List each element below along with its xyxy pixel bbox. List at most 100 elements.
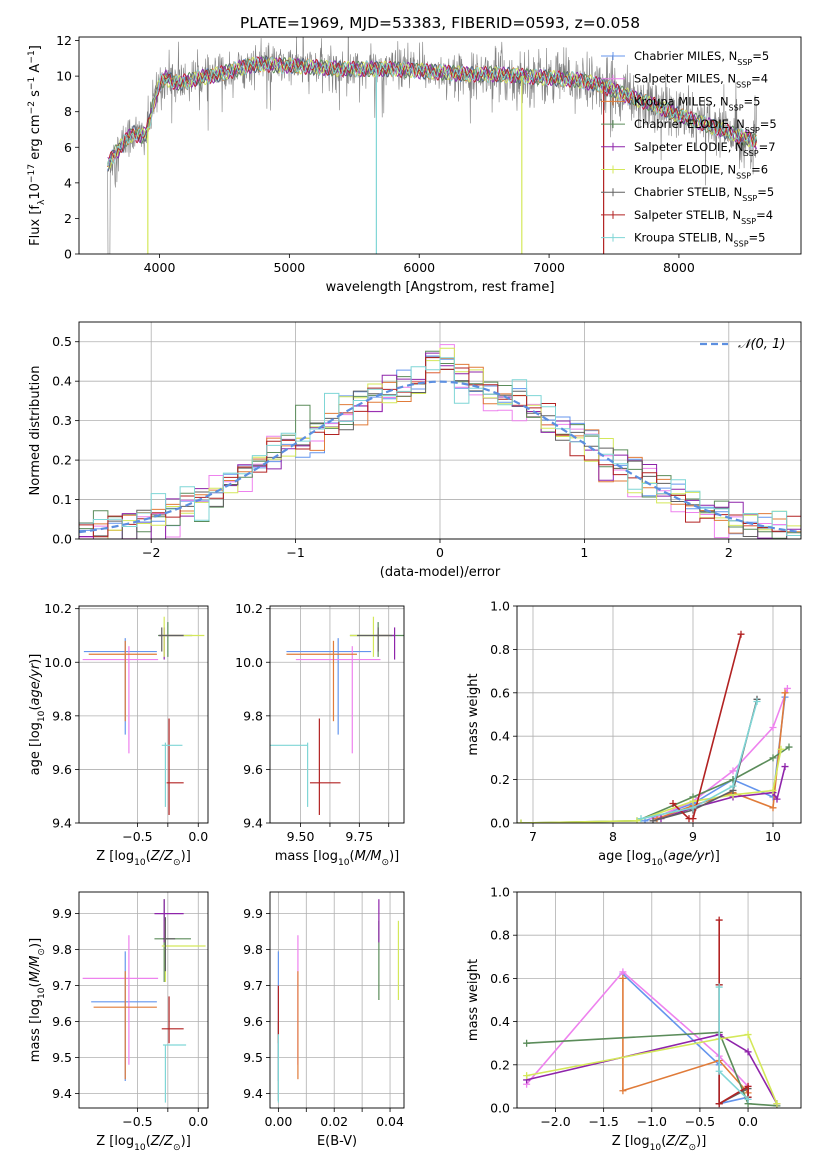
x-axis-label: wavelength [Angstrom, rest frame] [326,280,555,295]
series-marker [517,819,525,823]
axes: 7 8 9 10 0.0 0.2 0.4 0.6 0.8 1.0 age [log10(age/yr… [466,599,802,868]
legend-entry: Kroupa STELIB, NSSP=5 [634,231,765,249]
y-tick-label: 9.4 [243,1086,263,1101]
legend-entry: Kroupa MILES, NSSP=5 [634,94,760,112]
y-tick-label: 10.2 [44,601,72,616]
errorbar-point [270,742,309,807]
y-tick-label: 1.0 [490,599,510,614]
y-tick-label: 10.0 [235,655,263,670]
legend-entry: Kroupa ELODIE, NSSP=6 [634,163,768,181]
axes: 0.00 0.02 0.04 9.4 9.5 9.6 9.7 9.8 9.9 E(B-V) [243,891,405,1149]
series-marker [783,684,791,692]
series-marker [649,817,657,823]
residuals-legend: 𝒩(0, 1) [700,337,785,352]
plot-area [79,344,801,539]
series-marker [777,745,785,753]
errorbar-point [162,1044,187,1103]
errorbar-point [91,951,157,1081]
x-axis-label: Z [log10(Z/Z⊙)] [96,849,191,868]
errorbar-point [286,640,357,722]
y-tick-label: 9.8 [52,942,72,957]
y-tick-label: 0.3 [52,413,72,428]
errorbar-point [88,640,157,722]
x-tick-label: 8000 [663,260,695,275]
y-tick-label: 8 [64,104,72,119]
y-tick-label: 9.4 [243,816,263,831]
series-marker [619,974,627,982]
errorbar-point [166,718,184,815]
series-line [526,1031,777,1107]
errorbar-point [154,899,191,982]
x-axis-label: (data-model)/error [380,565,501,580]
errorbar-point [160,616,205,657]
plot-area [107,37,758,254]
x-tick-label: 2 [725,545,733,560]
axes-frame [516,891,802,1109]
y-axis-label: mass weight [466,959,481,1041]
y-axis-label: mass [log10(M/M⊙)] [28,938,47,1062]
y-tick-label: 9.8 [243,708,263,723]
series-marker [637,815,645,823]
errorbar-point [161,996,184,1044]
residual-histogram-8 [79,357,801,536]
gaussian-curve [79,380,801,534]
legend-entry: Chabrier MILES, NSSP=5 [634,49,769,67]
x-tick-label: −0.5 [122,1114,152,1129]
errorbar-point [286,638,372,735]
x-tick-label: −0.5 [685,1114,715,1129]
axes-frame [269,605,405,824]
y-tick-label: 9.6 [243,1014,263,1029]
massweight-series-8 [637,697,761,823]
y-tick-label: 2 [64,211,72,226]
y-tick-label: 10.2 [235,601,263,616]
model-spectrum-5 [107,56,757,169]
series-marker [737,630,745,638]
errorbar-point [309,718,341,815]
y-tick-label: 0.4 [52,374,72,389]
y-tick-label: 9.4 [52,1086,72,1101]
plot-area [517,630,793,823]
errorbar-point [154,899,184,943]
series-marker [773,1100,781,1108]
y-tick-label: 9.7 [52,978,72,993]
massweight-vs-age-panel: 7 8 9 10 0.0 0.2 0.4 0.6 0.8 1.0 age [log10(age/yr… [466,599,802,868]
x-tick-label: 10 [765,829,781,844]
figure-title: PLATE=1969, MJD=53383, FIBERID=0593, z=0… [240,14,640,32]
y-tick-label: 9.6 [243,762,263,777]
x-tick-label: 4000 [144,260,176,275]
errorbar-point [295,646,381,754]
y-tick-label: 0.2 [52,453,72,468]
legend-entry: Salpeter MILES, NSSP=4 [634,72,768,90]
series-marker [715,916,723,924]
y-tick-label: 0.8 [490,642,510,657]
errorbar-point [159,627,184,660]
series-marker [523,1072,531,1080]
grid [517,891,801,1109]
y-tick-label: 0.0 [52,532,72,547]
massweight-series-2 [619,974,752,1097]
y-tick-label: 9.5 [52,1050,72,1065]
x-tick-label: −2 [142,545,160,560]
x-tick-label: 5000 [273,260,305,275]
axes: −0.5 0.0 9.4 9.5 9.6 9.7 9.8 9.9 Z [log10(Z/Z⊙)]… [28,891,209,1153]
x-axis-label: Z [log10(Z/Z⊙)] [612,1134,707,1153]
series-marker [689,804,697,812]
series-line [520,749,782,823]
series-line [622,978,749,1094]
y-tick-label: 0.6 [490,971,510,986]
y-tick-label: 0.4 [490,729,510,744]
errorbar-point [161,742,183,807]
y-tick-label: 10.0 [44,655,72,670]
massweight-series-7 [715,916,752,1108]
x-axis-label: E(B-V) [317,1134,357,1149]
massweight-series-5 [517,745,785,823]
y-tick-label: 9.8 [52,708,72,723]
y-axis-label: Normed distribution [28,366,43,496]
series-marker [729,782,737,790]
massweight-vs-metallicity-panel: −2.0 −1.5 −1.0 −0.5 0.0 0.0 0.2 0.4 0.6 0.8 1.0 Z [… [466,885,802,1153]
x-tick-label: −1.5 [588,1114,618,1129]
spectrum-panel: 4000 5000 6000 7000 8000 0 2 4 6 8 10 12 wavelength … [27,33,802,295]
series-marker [744,1095,752,1103]
errorbar-point [83,638,157,735]
grid [79,606,208,824]
